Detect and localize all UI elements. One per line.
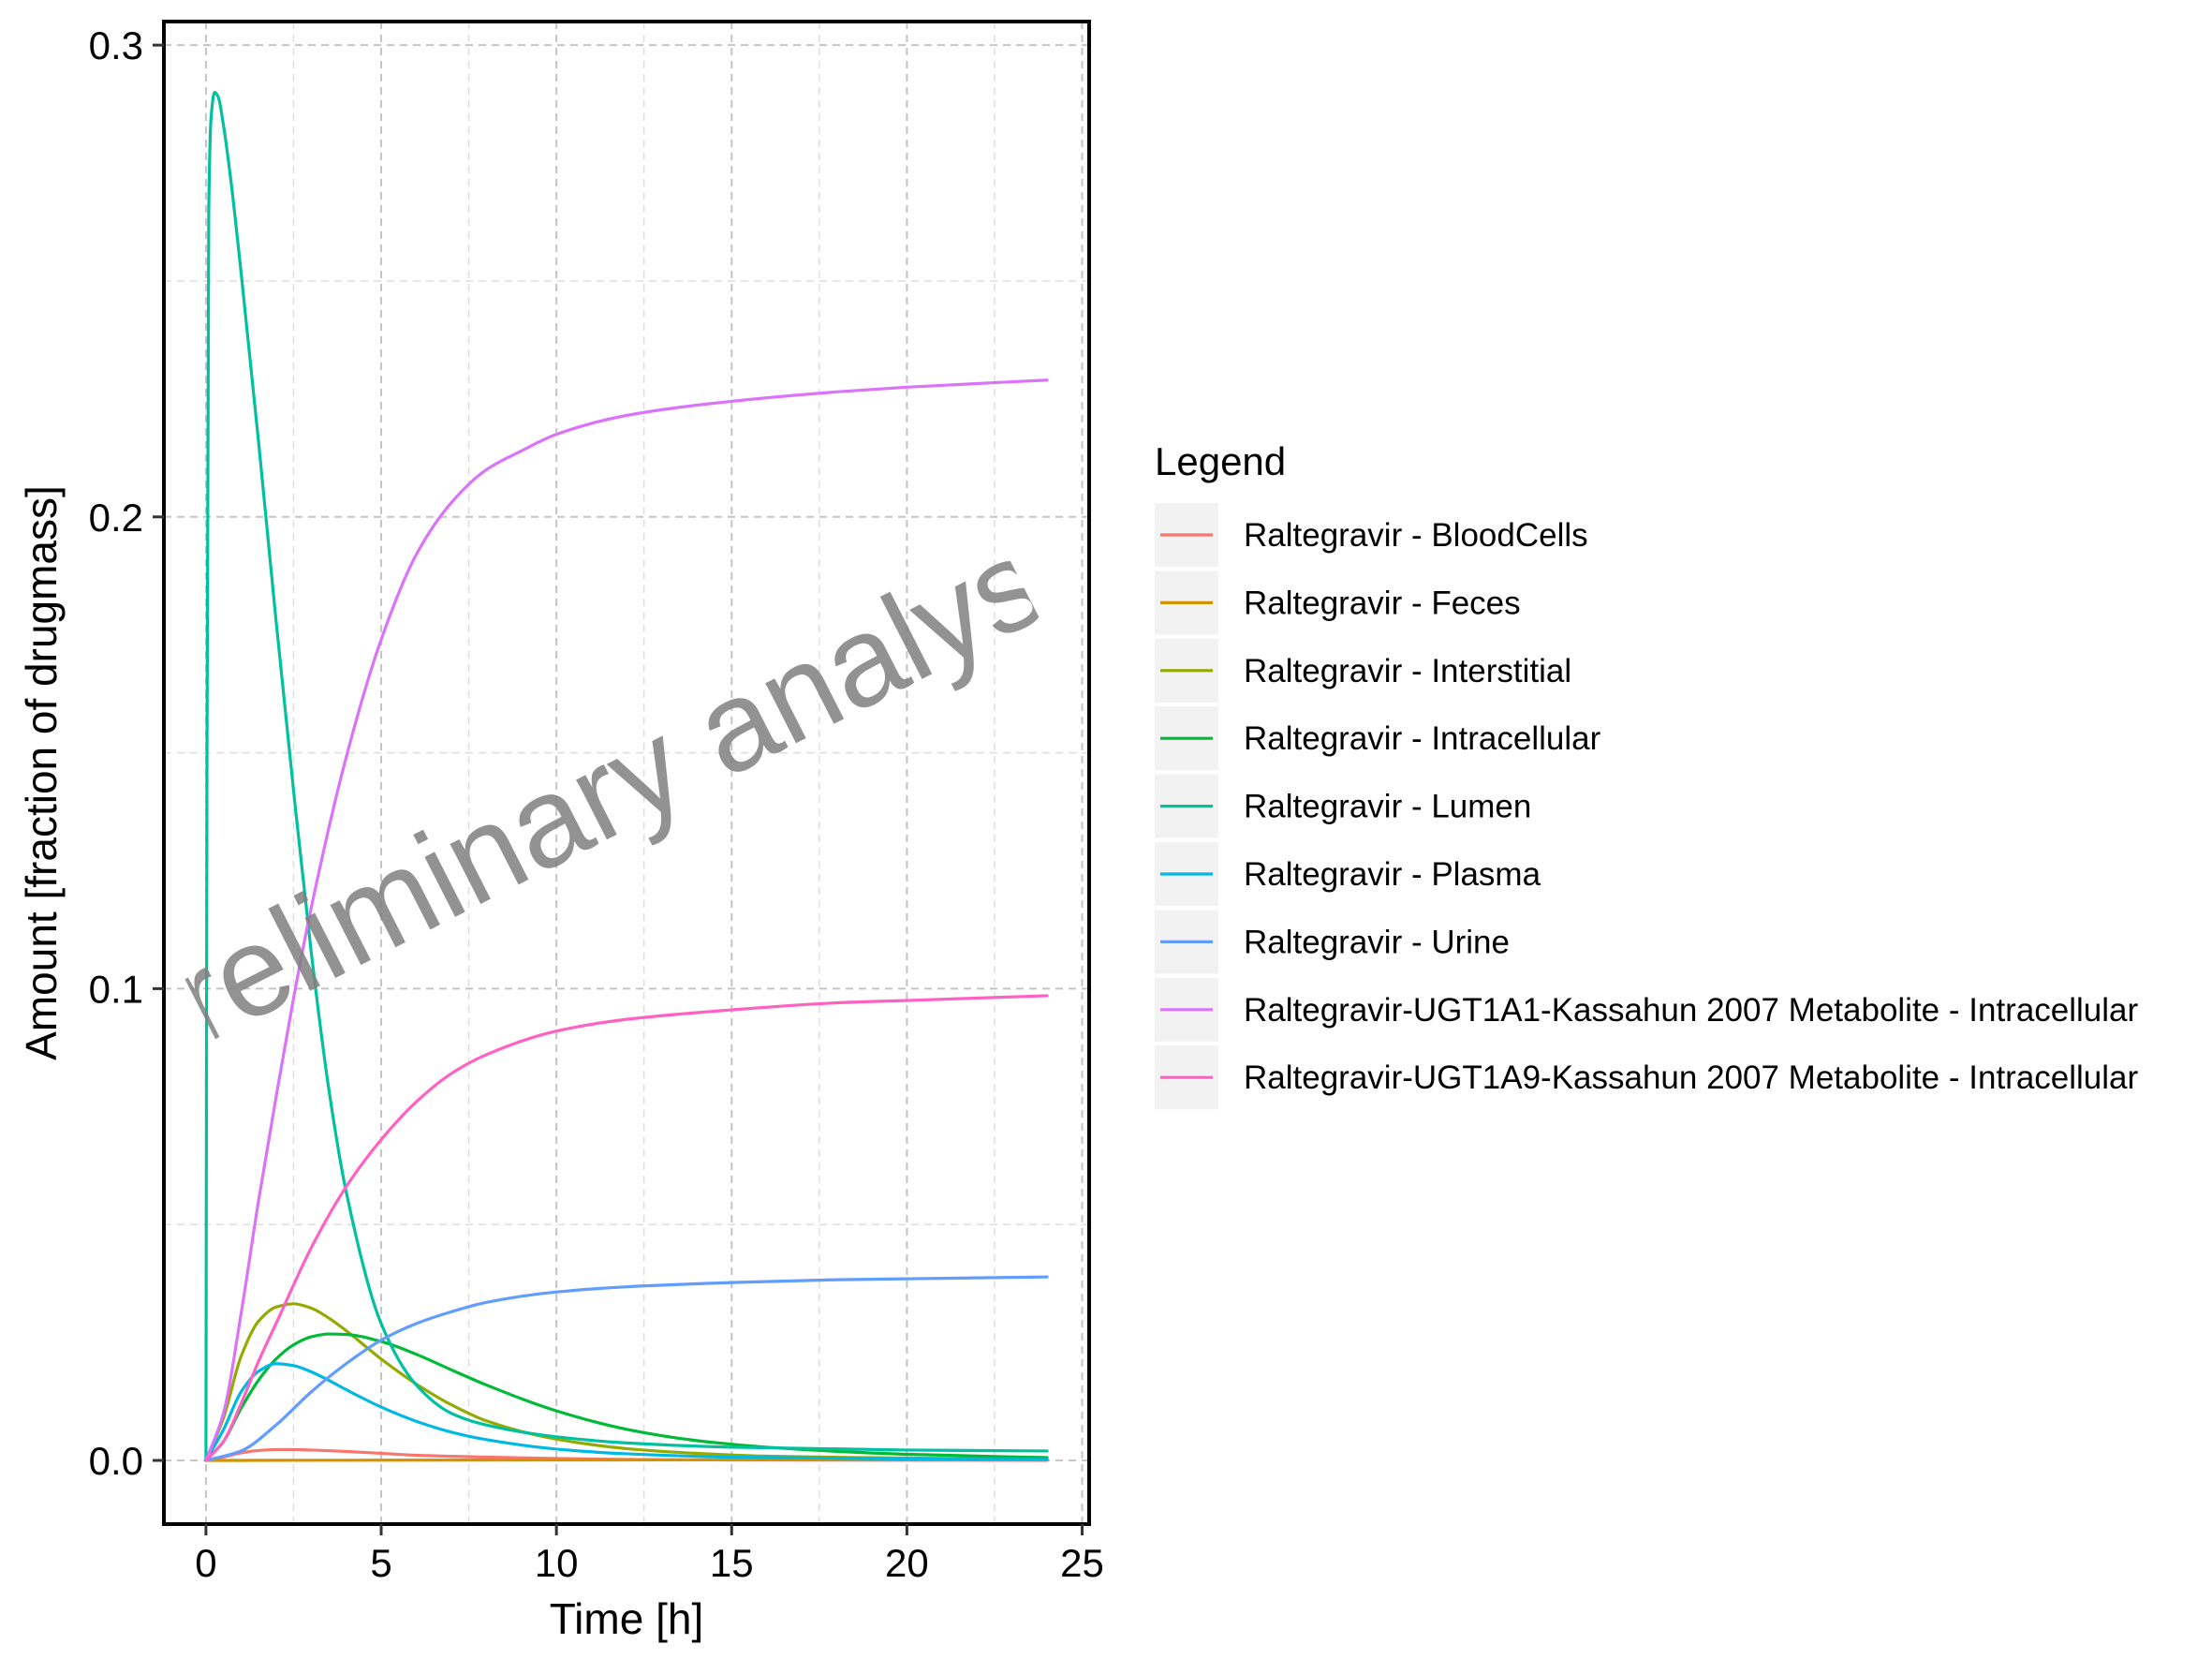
y-axis: 0.0 0.1 0.2 0.3 [89,23,164,1483]
panel-background [164,22,1089,1524]
legend-label: Raltegravir-UGT1A1-Kassahun 2007 Metabol… [1244,992,2139,1029]
series-line-4 [204,90,1049,1462]
y-tick-label: 0.0 [89,1439,143,1483]
y-tick-label: 0.2 [89,496,143,540]
legend-label: Raltegravir - Interstitial [1244,653,1571,689]
legend-item: Raltegravir - Lumen [1155,774,1531,838]
legend-item: Raltegravir-UGT1A1-Kassahun 2007 Metabol… [1155,977,2139,1042]
y-tick-label: 0.1 [89,967,143,1011]
legend-item: Raltegravir - Urine [1155,910,1510,974]
x-tick-label: 10 [535,1541,579,1585]
series-line-6 [204,1275,1049,1462]
legend-label: Raltegravir - Feces [1244,585,1521,621]
plot-panel: preliminary analysis [86,20,1147,1526]
x-tick-label: 0 [195,1541,216,1585]
legend-label: Raltegravir-UGT1A9-Kassahun 2007 Metabol… [1244,1059,2139,1096]
series-line-5 [204,1362,1049,1462]
series-line-8 [204,994,1049,1462]
legend-items: Raltegravir - BloodCells Raltegravir - Fe… [1155,503,2139,1110]
series-line-2 [204,1302,1049,1462]
legend-item: Raltegravir - Interstitial [1155,638,1571,703]
x-tick-label: 5 [370,1541,391,1585]
legend-item: Raltegravir - Plasma [1155,842,1541,906]
legend-label: Raltegravir - Lumen [1244,789,1531,825]
series-line-7 [204,378,1049,1462]
legend-label: Raltegravir - Urine [1244,924,1510,960]
legend-label: Raltegravir - Intracellular [1244,720,1601,757]
x-tick-label: 20 [885,1541,929,1585]
panel-border [162,20,1091,1526]
x-tick-label: 15 [710,1541,754,1585]
legend-label: Raltegravir - Plasma [1244,856,1541,893]
legend-item: Raltegravir - Feces [1155,570,1521,635]
legend: Legend Raltegravir - BloodCellsRaltegrav… [1155,439,2139,1110]
legend-label: Raltegravir - BloodCells [1244,517,1588,554]
legend-item: Raltegravir - Intracellular [1155,706,1601,771]
legend-item: Raltegravir - BloodCells [1155,503,1588,567]
series-lines [204,90,1049,1462]
y-axis-title: Amount [fraction of drugmass] [17,485,66,1060]
x-axis-title: Time [h] [550,1594,703,1643]
legend-title: Legend [1155,439,1286,483]
y-tick-label: 0.3 [89,23,143,67]
grid-lines [164,22,1089,1524]
x-axis: 0 5 10 15 20 25 [195,1524,1104,1585]
x-tick-label: 25 [1060,1541,1104,1585]
legend-item: Raltegravir-UGT1A9-Kassahun 2007 Metabol… [1155,1045,2139,1110]
